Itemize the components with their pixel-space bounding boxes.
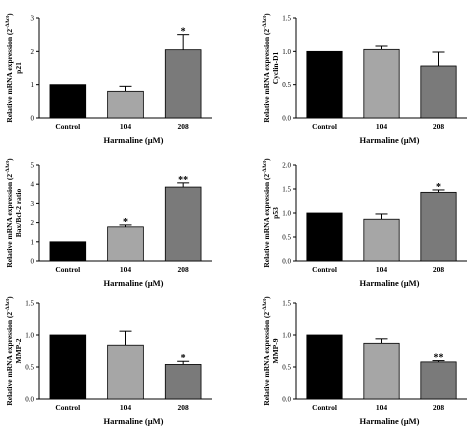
bar-control bbox=[306, 334, 343, 400]
y-axis-label: Relative mRNA expression (2-ΔΔct) bbox=[5, 158, 14, 268]
category-label: 208 bbox=[433, 265, 445, 274]
y-tick-label: 0.0 bbox=[282, 115, 291, 123]
bar-208 bbox=[164, 364, 202, 400]
y-tick-label: 0.5 bbox=[282, 234, 291, 242]
x-axis-label: Harmaline (µM) bbox=[360, 416, 420, 426]
category-label: 208 bbox=[178, 403, 190, 412]
x-axis-label: Harmaline (µM) bbox=[104, 278, 164, 288]
y-tick-label: 1.5 bbox=[282, 15, 291, 23]
category-label: Control bbox=[55, 122, 80, 131]
y-tick-label: 2 bbox=[31, 219, 35, 227]
bar-208 bbox=[164, 49, 202, 119]
bar-control bbox=[49, 84, 87, 119]
bar-104 bbox=[363, 48, 400, 119]
y-tick-label: 1.5 bbox=[25, 300, 34, 308]
y-axis-sublabel: MMP-2 bbox=[14, 338, 23, 363]
bar-control bbox=[306, 212, 343, 262]
y-axis-label: Relative mRNA expression (2-ΔΔct) bbox=[5, 13, 14, 123]
y-axis-sublabel: p21 bbox=[14, 62, 23, 74]
chart-panel-2: 0.0 0.5 1.0 1.5 Control 104 208 Harmaline (µM) R… bbox=[262, 13, 467, 145]
significance-marker: * bbox=[181, 27, 186, 38]
bar-104 bbox=[107, 344, 144, 400]
y-tick-label: 0.0 bbox=[25, 396, 34, 404]
category-label: 104 bbox=[120, 403, 132, 412]
category-label: Control bbox=[55, 403, 80, 412]
category-label: 208 bbox=[433, 403, 445, 412]
bar-control bbox=[306, 50, 343, 119]
bar-104 bbox=[363, 342, 400, 400]
y-tick-label: 1.5 bbox=[282, 300, 291, 308]
y-tick-label: 1.0 bbox=[282, 210, 291, 218]
bar-control bbox=[49, 334, 87, 400]
y-tick-label: 1.0 bbox=[25, 332, 34, 340]
bar-control bbox=[49, 241, 87, 262]
y-tick-label: 0 bbox=[31, 115, 35, 123]
category-label: Control bbox=[312, 122, 337, 131]
category-label: 208 bbox=[178, 122, 190, 131]
category-label: 104 bbox=[120, 122, 132, 131]
y-tick-label: 1.0 bbox=[282, 332, 291, 340]
y-tick-label: 0.0 bbox=[282, 258, 291, 266]
y-axis-sublabel: p53 bbox=[271, 207, 280, 219]
y-tick-label: 3 bbox=[31, 15, 35, 23]
y-tick-label: 0 bbox=[31, 258, 35, 266]
category-label: Control bbox=[312, 265, 337, 274]
y-tick-label: 2 bbox=[31, 48, 35, 56]
y-tick-label: 2.0 bbox=[282, 162, 291, 170]
y-tick-label: 1 bbox=[31, 238, 35, 246]
bar-104 bbox=[107, 226, 144, 262]
y-tick-label: 1 bbox=[31, 81, 35, 89]
significance-marker: * bbox=[123, 217, 128, 228]
category-label: 104 bbox=[376, 122, 388, 131]
x-axis-label: Harmaline (µM) bbox=[360, 135, 420, 145]
y-tick-label: 5 bbox=[31, 162, 35, 170]
significance-marker: * bbox=[436, 182, 441, 193]
y-axis-label: Relative mRNA expression (2-ΔΔct) bbox=[262, 158, 271, 268]
y-tick-label: 0.5 bbox=[282, 364, 291, 372]
x-axis-label: Harmaline (µM) bbox=[360, 278, 420, 288]
bar-208 bbox=[420, 65, 457, 119]
chart-panel-5: 0.0 0.5 1.0 1.5 Control 104 * 208 Harmaline (µM)… bbox=[5, 296, 212, 426]
category-label: 208 bbox=[178, 265, 190, 274]
category-label: 104 bbox=[376, 403, 388, 412]
y-axis-label: Relative mRNA expression (2-ΔΔct) bbox=[262, 13, 271, 123]
chart-panel-4: 0.0 0.5 1.0 1.5 2.0 Control 104 * 208 Harmaline (… bbox=[262, 158, 467, 288]
category-label: 104 bbox=[376, 265, 388, 274]
bar-104 bbox=[363, 218, 400, 262]
bar-208 bbox=[420, 361, 457, 400]
bar-208 bbox=[420, 191, 457, 262]
category-label: Control bbox=[312, 403, 337, 412]
y-tick-label: 4 bbox=[31, 181, 35, 189]
chart-panel-6: 0.0 0.5 1.0 1.5 Control 104 ** 208 Harmaline (µM… bbox=[262, 296, 467, 426]
y-axis-sublabel: MMP-9 bbox=[271, 338, 280, 363]
bar-208 bbox=[164, 186, 202, 262]
x-axis-label: Harmaline (µM) bbox=[104, 416, 164, 426]
category-label: Control bbox=[55, 265, 80, 274]
category-label: 208 bbox=[433, 122, 445, 131]
bar-104 bbox=[107, 90, 144, 119]
y-axis-sublabel: Cyclin-D1 bbox=[271, 52, 280, 85]
significance-marker: ** bbox=[434, 353, 444, 364]
y-tick-label: 0.5 bbox=[25, 364, 34, 372]
significance-marker: * bbox=[181, 353, 186, 364]
y-tick-label: 1.0 bbox=[282, 48, 291, 56]
y-tick-label: 0.0 bbox=[282, 396, 291, 404]
y-tick-label: 1.5 bbox=[282, 186, 291, 194]
y-tick-label: 3 bbox=[31, 200, 35, 208]
y-axis-sublabel: Bax/Bcl-2 ratio bbox=[14, 188, 23, 237]
y-axis-label: Relative mRNA expression (2-ΔΔct) bbox=[5, 296, 14, 406]
chart-panel-1: 0 1 2 3 Control 104 * 208 Harmaline (µM) Relative… bbox=[5, 13, 212, 145]
y-axis-label: Relative mRNA expression (2-ΔΔct) bbox=[262, 296, 271, 406]
chart-panel-3: 0 1 2 3 4 5 Control * 104 ** 208 Harmaline (µM) Rela… bbox=[5, 158, 212, 288]
x-axis-label: Harmaline (µM) bbox=[104, 135, 164, 145]
category-label: 104 bbox=[120, 265, 132, 274]
significance-marker: ** bbox=[178, 175, 188, 186]
y-tick-label: 0.5 bbox=[282, 81, 291, 89]
